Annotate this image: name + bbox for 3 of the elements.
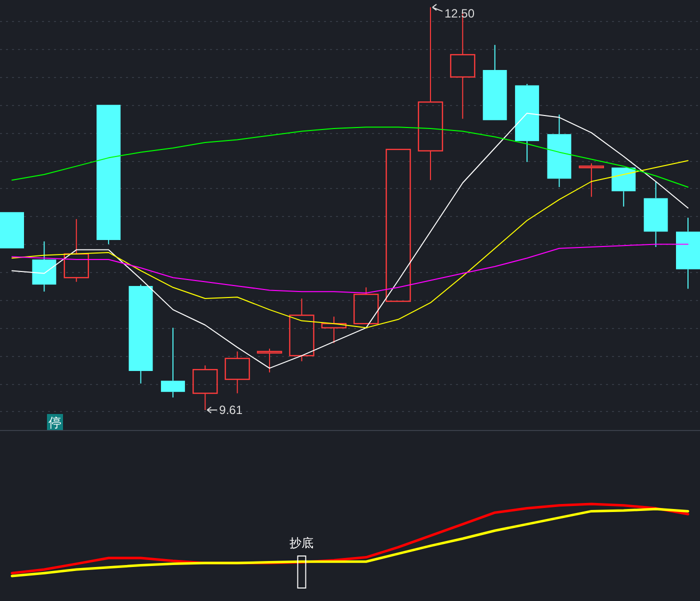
annotation: 9.61	[219, 403, 243, 417]
annotation: 12.50	[444, 6, 475, 20]
annotation: 抄底	[290, 536, 314, 550]
